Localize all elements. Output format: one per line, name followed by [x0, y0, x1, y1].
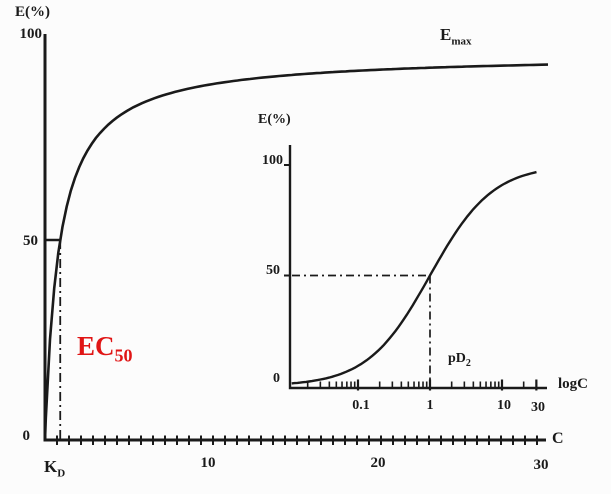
inset-ytick-100: 100 [262, 153, 283, 168]
pd2-label-sub: 2 [465, 357, 471, 369]
emax-label-sub: max [451, 35, 472, 48]
pd2-label-base: pD [448, 351, 466, 366]
main-x-axis-title: C [552, 430, 564, 447]
main-xtick-30: 30 [533, 457, 549, 473]
main-ytick-100: 100 [19, 26, 43, 42]
inset-xtick-10: 10 [497, 398, 511, 413]
inset-x-axis-title: logC [558, 376, 588, 392]
kd-label-sub: D [57, 467, 66, 480]
main-y-axis-title: E(%) [15, 4, 50, 20]
ec50-label: EC50 [77, 331, 133, 366]
inset-xtick-30: 30 [531, 400, 545, 415]
inset-y-axis-title: E(%) [258, 112, 291, 127]
main-xtick-10: 10 [200, 455, 216, 471]
kd-label: KD [44, 458, 65, 479]
inset-xtick-0p1: 0.1 [352, 398, 370, 413]
ec50-label-sub: 50 [114, 345, 133, 366]
kd-label-base: K [44, 457, 58, 476]
emax-label: Emax [440, 26, 472, 47]
inset-ytick-50: 50 [266, 263, 280, 278]
main-xtick-20: 20 [370, 455, 386, 471]
ec50-label-base: EC [77, 331, 115, 361]
inset-xtick-1: 1 [426, 398, 434, 413]
inset-ytick-0: 0 [273, 371, 280, 386]
emax-label-base: E [440, 25, 452, 44]
main-ytick-50: 50 [23, 233, 38, 249]
main-ytick-0: 0 [22, 428, 31, 444]
pd2-label: pD2 [448, 352, 471, 369]
